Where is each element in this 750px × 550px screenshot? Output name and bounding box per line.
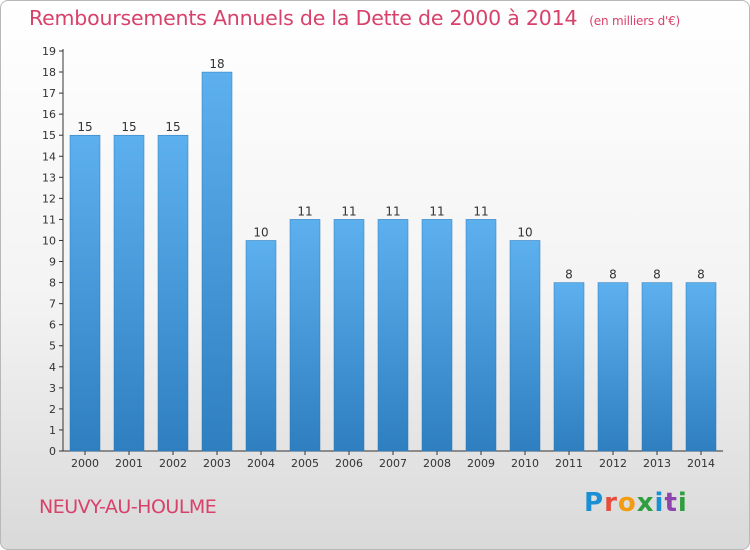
data-label: 15	[121, 120, 136, 134]
bar	[201, 71, 233, 452]
bar	[641, 282, 673, 452]
logo-letter: r	[604, 488, 618, 518]
y-tick-label: 13	[42, 171, 56, 184]
y-tick-label: 19	[42, 45, 56, 58]
brand-logo: Proxiti	[584, 488, 688, 518]
y-tick-label: 6	[49, 319, 56, 332]
title-text: Remboursements Annuels de la Dette de 20…	[29, 6, 578, 30]
x-tick-label: 2000	[71, 457, 99, 470]
bar	[69, 134, 101, 452]
data-label: 10	[517, 225, 532, 239]
bar	[113, 134, 145, 452]
bar	[333, 219, 365, 452]
bars	[69, 71, 717, 452]
logo-letter: i	[654, 488, 665, 518]
bar	[553, 282, 585, 452]
data-labels: 15 15 15 18 10 11 11 11 11 11 10 8 8 8 8	[77, 57, 704, 282]
data-label: 11	[297, 204, 312, 218]
x-tick-label: 2004	[247, 457, 275, 470]
unit-label: (en milliers d'€)	[589, 14, 681, 28]
x-tick-label: 2006	[335, 457, 363, 470]
y-tick-label: 11	[42, 213, 56, 226]
logo-letter: o	[617, 488, 637, 518]
logo-letter: t	[664, 488, 678, 518]
y-tick-label: 12	[42, 192, 56, 205]
x-tick-label: 2010	[511, 457, 539, 470]
bar	[245, 240, 277, 452]
y-tick-label: 8	[49, 277, 56, 290]
bar	[421, 219, 453, 452]
x-tick-label: 2001	[115, 457, 143, 470]
data-label: 11	[341, 204, 356, 218]
commune-name: NEUVY-AU-HOULME	[39, 496, 217, 518]
y-tick-label: 10	[42, 234, 56, 247]
x-tick-label: 2011	[555, 457, 583, 470]
y-tick-label: 3	[49, 382, 56, 395]
chart-title: Remboursements Annuels de la Dette de 20…	[29, 6, 680, 30]
logo-letter: P	[584, 488, 605, 518]
x-tick-label: 2007	[379, 457, 407, 470]
y-tick-label: 0	[49, 445, 56, 458]
data-label: 8	[697, 268, 705, 282]
data-label: 18	[209, 57, 224, 71]
bar	[289, 219, 321, 452]
y-tick-label: 17	[42, 87, 56, 100]
bar	[157, 134, 189, 452]
y-tick-label: 18	[42, 66, 56, 79]
data-label: 11	[473, 204, 488, 218]
y-tick-label: 9	[49, 256, 56, 269]
x-tick-label: 2009	[467, 457, 495, 470]
x-tick-label: 2014	[687, 457, 715, 470]
bar	[509, 240, 541, 452]
data-label: 10	[253, 225, 268, 239]
data-label: 11	[429, 204, 444, 218]
y-tick-label: 5	[49, 340, 56, 353]
data-label: 8	[565, 268, 573, 282]
y-tick-label: 15	[42, 129, 56, 142]
y-tick-label: 7	[49, 298, 56, 311]
y-tick-label: 14	[42, 150, 56, 163]
data-label: 11	[385, 204, 400, 218]
bar	[685, 282, 717, 452]
x-tick-label: 2008	[423, 457, 451, 470]
data-label: 15	[77, 120, 92, 134]
bar	[597, 282, 629, 452]
y-tick-label: 16	[42, 108, 56, 121]
y-tick-label: 1	[49, 424, 56, 437]
data-label: 15	[165, 120, 180, 134]
y-tick-label: 2	[49, 403, 56, 416]
x-tick-label: 2003	[203, 457, 231, 470]
logo-letter: x	[636, 488, 655, 518]
data-label: 8	[609, 268, 617, 282]
bar	[377, 219, 409, 452]
data-label: 8	[653, 268, 661, 282]
x-tick-label: 2005	[291, 457, 319, 470]
y-tick-label: 4	[49, 361, 56, 374]
x-tick-label: 2002	[159, 457, 187, 470]
x-tick-label: 2012	[599, 457, 627, 470]
x-tick-label: 2013	[643, 457, 671, 470]
bar	[465, 219, 497, 452]
logo-letter: i	[677, 488, 688, 518]
